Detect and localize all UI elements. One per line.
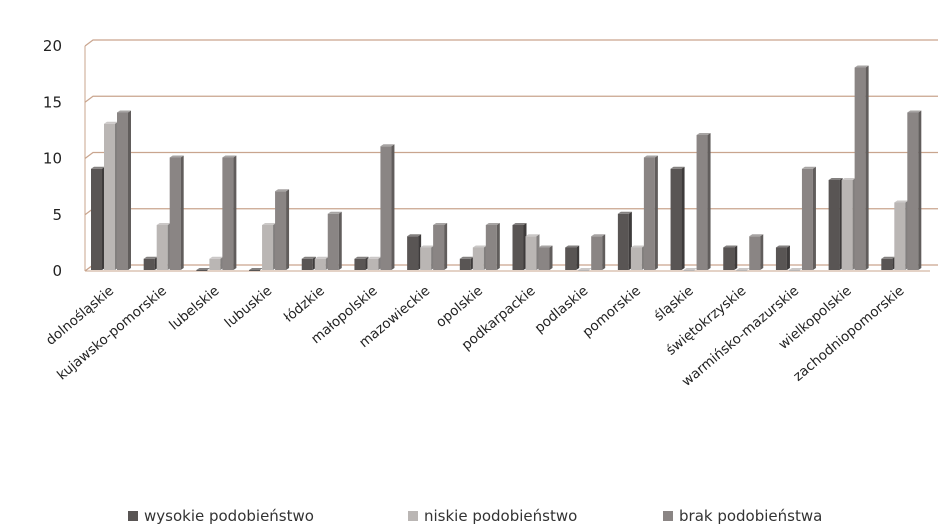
bar (775, 245, 790, 270)
gridline (84, 95, 938, 103)
legend-swatch (128, 511, 138, 521)
bar (696, 133, 711, 270)
bar (104, 121, 118, 270)
gridline (84, 151, 938, 159)
bar (854, 65, 869, 270)
legend-swatch (663, 511, 673, 521)
y-axis: 0 5 10 15 20 (43, 37, 62, 280)
y-tick-label: 5 (52, 206, 62, 224)
bar (262, 223, 277, 270)
chart-legend: wysokie podobieństwo niskie podobieństwo b… (0, 507, 945, 527)
bar (723, 245, 738, 270)
bar (578, 268, 593, 271)
legend-item: wysokie podobieństwo (128, 507, 314, 525)
legend-label: brak podobieństwa (679, 507, 823, 525)
y-tick-label: 0 (52, 262, 62, 280)
bar (420, 245, 435, 270)
bar (525, 234, 540, 270)
x-tick-label: pomorskie (579, 283, 643, 341)
bar (841, 178, 856, 270)
bar (828, 178, 843, 270)
bar (222, 155, 237, 270)
bar (749, 234, 764, 270)
legend-item: niskie podobieństwo (408, 507, 577, 525)
bar (380, 144, 395, 270)
bar (301, 256, 316, 270)
legend-label: niskie podobieństwo (424, 507, 578, 525)
y-tick-label: 10 (43, 150, 62, 168)
bar (91, 166, 105, 270)
bar (683, 268, 698, 271)
bar (209, 256, 224, 270)
bar (407, 234, 422, 270)
bar (643, 155, 658, 270)
bar (327, 211, 342, 270)
bar (117, 110, 131, 270)
bar (459, 256, 474, 270)
bar (788, 268, 803, 271)
bar (249, 268, 264, 271)
bar (354, 256, 369, 270)
bar (275, 189, 290, 270)
legend-label: wysokie podobieństwo (144, 507, 314, 525)
gridline (84, 39, 938, 47)
bar (196, 268, 211, 271)
x-tick-label: lubuskie (222, 283, 275, 331)
bar (314, 256, 329, 270)
bar (894, 200, 909, 270)
bar (143, 256, 158, 270)
y-tick-label: 15 (43, 93, 62, 111)
bar (367, 256, 382, 270)
bar (630, 245, 645, 270)
bar (881, 256, 896, 270)
x-tick-label: lubelskie (166, 283, 222, 334)
bar (617, 211, 632, 270)
bar (907, 110, 922, 270)
bar (512, 223, 527, 270)
legend-swatch (408, 511, 418, 521)
bar (472, 245, 487, 270)
bar (736, 268, 751, 271)
chart-bars (91, 65, 922, 271)
bar (565, 245, 580, 270)
x-tick-label: śląskie (651, 283, 696, 325)
bar (433, 223, 448, 270)
bar (670, 166, 685, 270)
bar (169, 155, 184, 270)
bar (801, 166, 816, 270)
bar (538, 245, 553, 270)
bar (591, 234, 606, 270)
x-tick-label: opolskie (433, 283, 486, 331)
bar (156, 223, 171, 270)
legend-item: brak podobieństwa (663, 507, 822, 525)
bar (485, 223, 500, 270)
x-tick-label: łódzkie (281, 283, 328, 326)
y-tick-label: 20 (43, 37, 62, 55)
